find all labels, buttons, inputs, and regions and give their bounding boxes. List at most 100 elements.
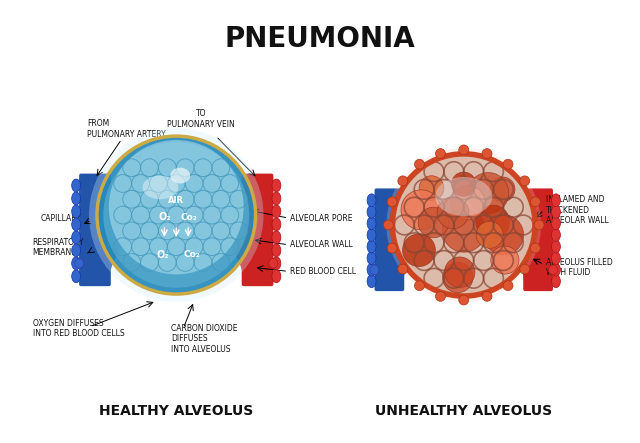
Ellipse shape	[552, 217, 561, 230]
Ellipse shape	[367, 206, 376, 218]
Circle shape	[459, 295, 468, 305]
Ellipse shape	[367, 240, 376, 253]
Ellipse shape	[72, 244, 81, 257]
Circle shape	[451, 172, 476, 196]
Ellipse shape	[548, 265, 557, 275]
Ellipse shape	[100, 220, 109, 229]
Text: AIR: AIR	[168, 196, 184, 205]
Circle shape	[403, 234, 435, 267]
Text: FROM
PULMONARY ARTERY: FROM PULMONARY ARTERY	[87, 119, 166, 139]
Circle shape	[387, 197, 397, 207]
Text: RESPIRATORY
MEMBRANE: RESPIRATORY MEMBRANE	[33, 238, 84, 257]
Circle shape	[419, 176, 444, 200]
Circle shape	[534, 220, 544, 230]
Ellipse shape	[552, 194, 561, 207]
Ellipse shape	[272, 244, 281, 257]
Ellipse shape	[367, 275, 376, 288]
Circle shape	[387, 243, 397, 253]
Ellipse shape	[552, 263, 561, 276]
Circle shape	[387, 148, 541, 302]
Ellipse shape	[143, 175, 179, 199]
Ellipse shape	[394, 229, 403, 239]
Circle shape	[503, 281, 513, 291]
Polygon shape	[462, 216, 551, 289]
Ellipse shape	[72, 205, 81, 218]
Polygon shape	[81, 204, 178, 284]
Ellipse shape	[367, 194, 376, 207]
Circle shape	[490, 177, 515, 202]
Text: UNHEALTHY ALVEOLUS: UNHEALTHY ALVEOLUS	[375, 404, 552, 417]
Text: TO
PULMONARY VEIN: TO PULMONARY VEIN	[167, 109, 235, 129]
Circle shape	[482, 149, 492, 159]
Ellipse shape	[72, 231, 81, 244]
Ellipse shape	[367, 263, 376, 276]
Circle shape	[531, 243, 540, 253]
Circle shape	[401, 190, 441, 230]
Ellipse shape	[72, 192, 81, 205]
Text: Co₂: Co₂	[180, 213, 198, 222]
Text: ALVEOLAR PORE: ALVEOLAR PORE	[291, 214, 353, 222]
Circle shape	[442, 209, 486, 252]
Circle shape	[398, 176, 408, 186]
Text: CARBON DIOXIDE
DIFFUSES
INTO ALVEOLUS: CARBON DIOXIDE DIFFUSES INTO ALVEOLUS	[172, 324, 238, 354]
Circle shape	[435, 149, 445, 159]
Ellipse shape	[552, 275, 561, 288]
Ellipse shape	[552, 240, 561, 253]
Ellipse shape	[170, 168, 190, 183]
Ellipse shape	[272, 192, 281, 205]
Ellipse shape	[243, 220, 252, 229]
Text: O₂: O₂	[158, 212, 171, 222]
Circle shape	[437, 197, 469, 229]
Circle shape	[482, 291, 492, 301]
Circle shape	[398, 264, 408, 274]
Ellipse shape	[272, 205, 281, 218]
Ellipse shape	[72, 218, 81, 231]
Ellipse shape	[435, 177, 492, 216]
Ellipse shape	[72, 179, 81, 192]
Circle shape	[383, 220, 394, 230]
Circle shape	[483, 215, 524, 255]
Circle shape	[451, 186, 485, 220]
Ellipse shape	[146, 198, 155, 207]
Ellipse shape	[367, 217, 376, 230]
Text: PNEUMONIA: PNEUMONIA	[225, 24, 415, 53]
Circle shape	[89, 128, 264, 302]
Ellipse shape	[367, 252, 376, 264]
Circle shape	[435, 291, 445, 301]
Circle shape	[443, 263, 473, 293]
Ellipse shape	[483, 209, 492, 219]
Ellipse shape	[272, 257, 281, 270]
Text: INFLAMED AND
THICKENED
ALVEOLAR WALL: INFLAMED AND THICKENED ALVEOLAR WALL	[546, 195, 609, 225]
Ellipse shape	[272, 231, 281, 244]
Circle shape	[468, 173, 509, 214]
Circle shape	[444, 257, 475, 288]
Ellipse shape	[269, 258, 278, 268]
Polygon shape	[174, 204, 271, 284]
Text: ALVEOLUS FILLED
WITH FLUID: ALVEOLUS FILLED WITH FLUID	[546, 257, 612, 277]
Ellipse shape	[272, 218, 281, 231]
Ellipse shape	[552, 206, 561, 218]
FancyBboxPatch shape	[79, 174, 111, 286]
Ellipse shape	[367, 229, 376, 241]
FancyBboxPatch shape	[374, 188, 404, 291]
Ellipse shape	[198, 198, 207, 207]
Circle shape	[520, 176, 530, 186]
Ellipse shape	[552, 229, 561, 241]
Ellipse shape	[272, 179, 281, 192]
Circle shape	[531, 197, 540, 207]
Circle shape	[109, 140, 244, 274]
Circle shape	[520, 264, 530, 274]
Circle shape	[491, 246, 519, 274]
Text: Co₂: Co₂	[184, 250, 200, 259]
Text: OXYGEN DIFFUSES
INTO RED BLOOD CELLS: OXYGEN DIFFUSES INTO RED BLOOD CELLS	[33, 319, 124, 338]
Ellipse shape	[435, 209, 444, 219]
Text: CAPILLARY: CAPILLARY	[40, 214, 81, 222]
Circle shape	[415, 281, 424, 291]
Circle shape	[459, 145, 468, 155]
Ellipse shape	[272, 270, 281, 283]
Ellipse shape	[75, 258, 84, 268]
Text: O₂: O₂	[156, 249, 168, 260]
Ellipse shape	[525, 229, 534, 239]
Ellipse shape	[72, 257, 81, 270]
Text: RED BLOOD CELL: RED BLOOD CELL	[291, 267, 356, 276]
